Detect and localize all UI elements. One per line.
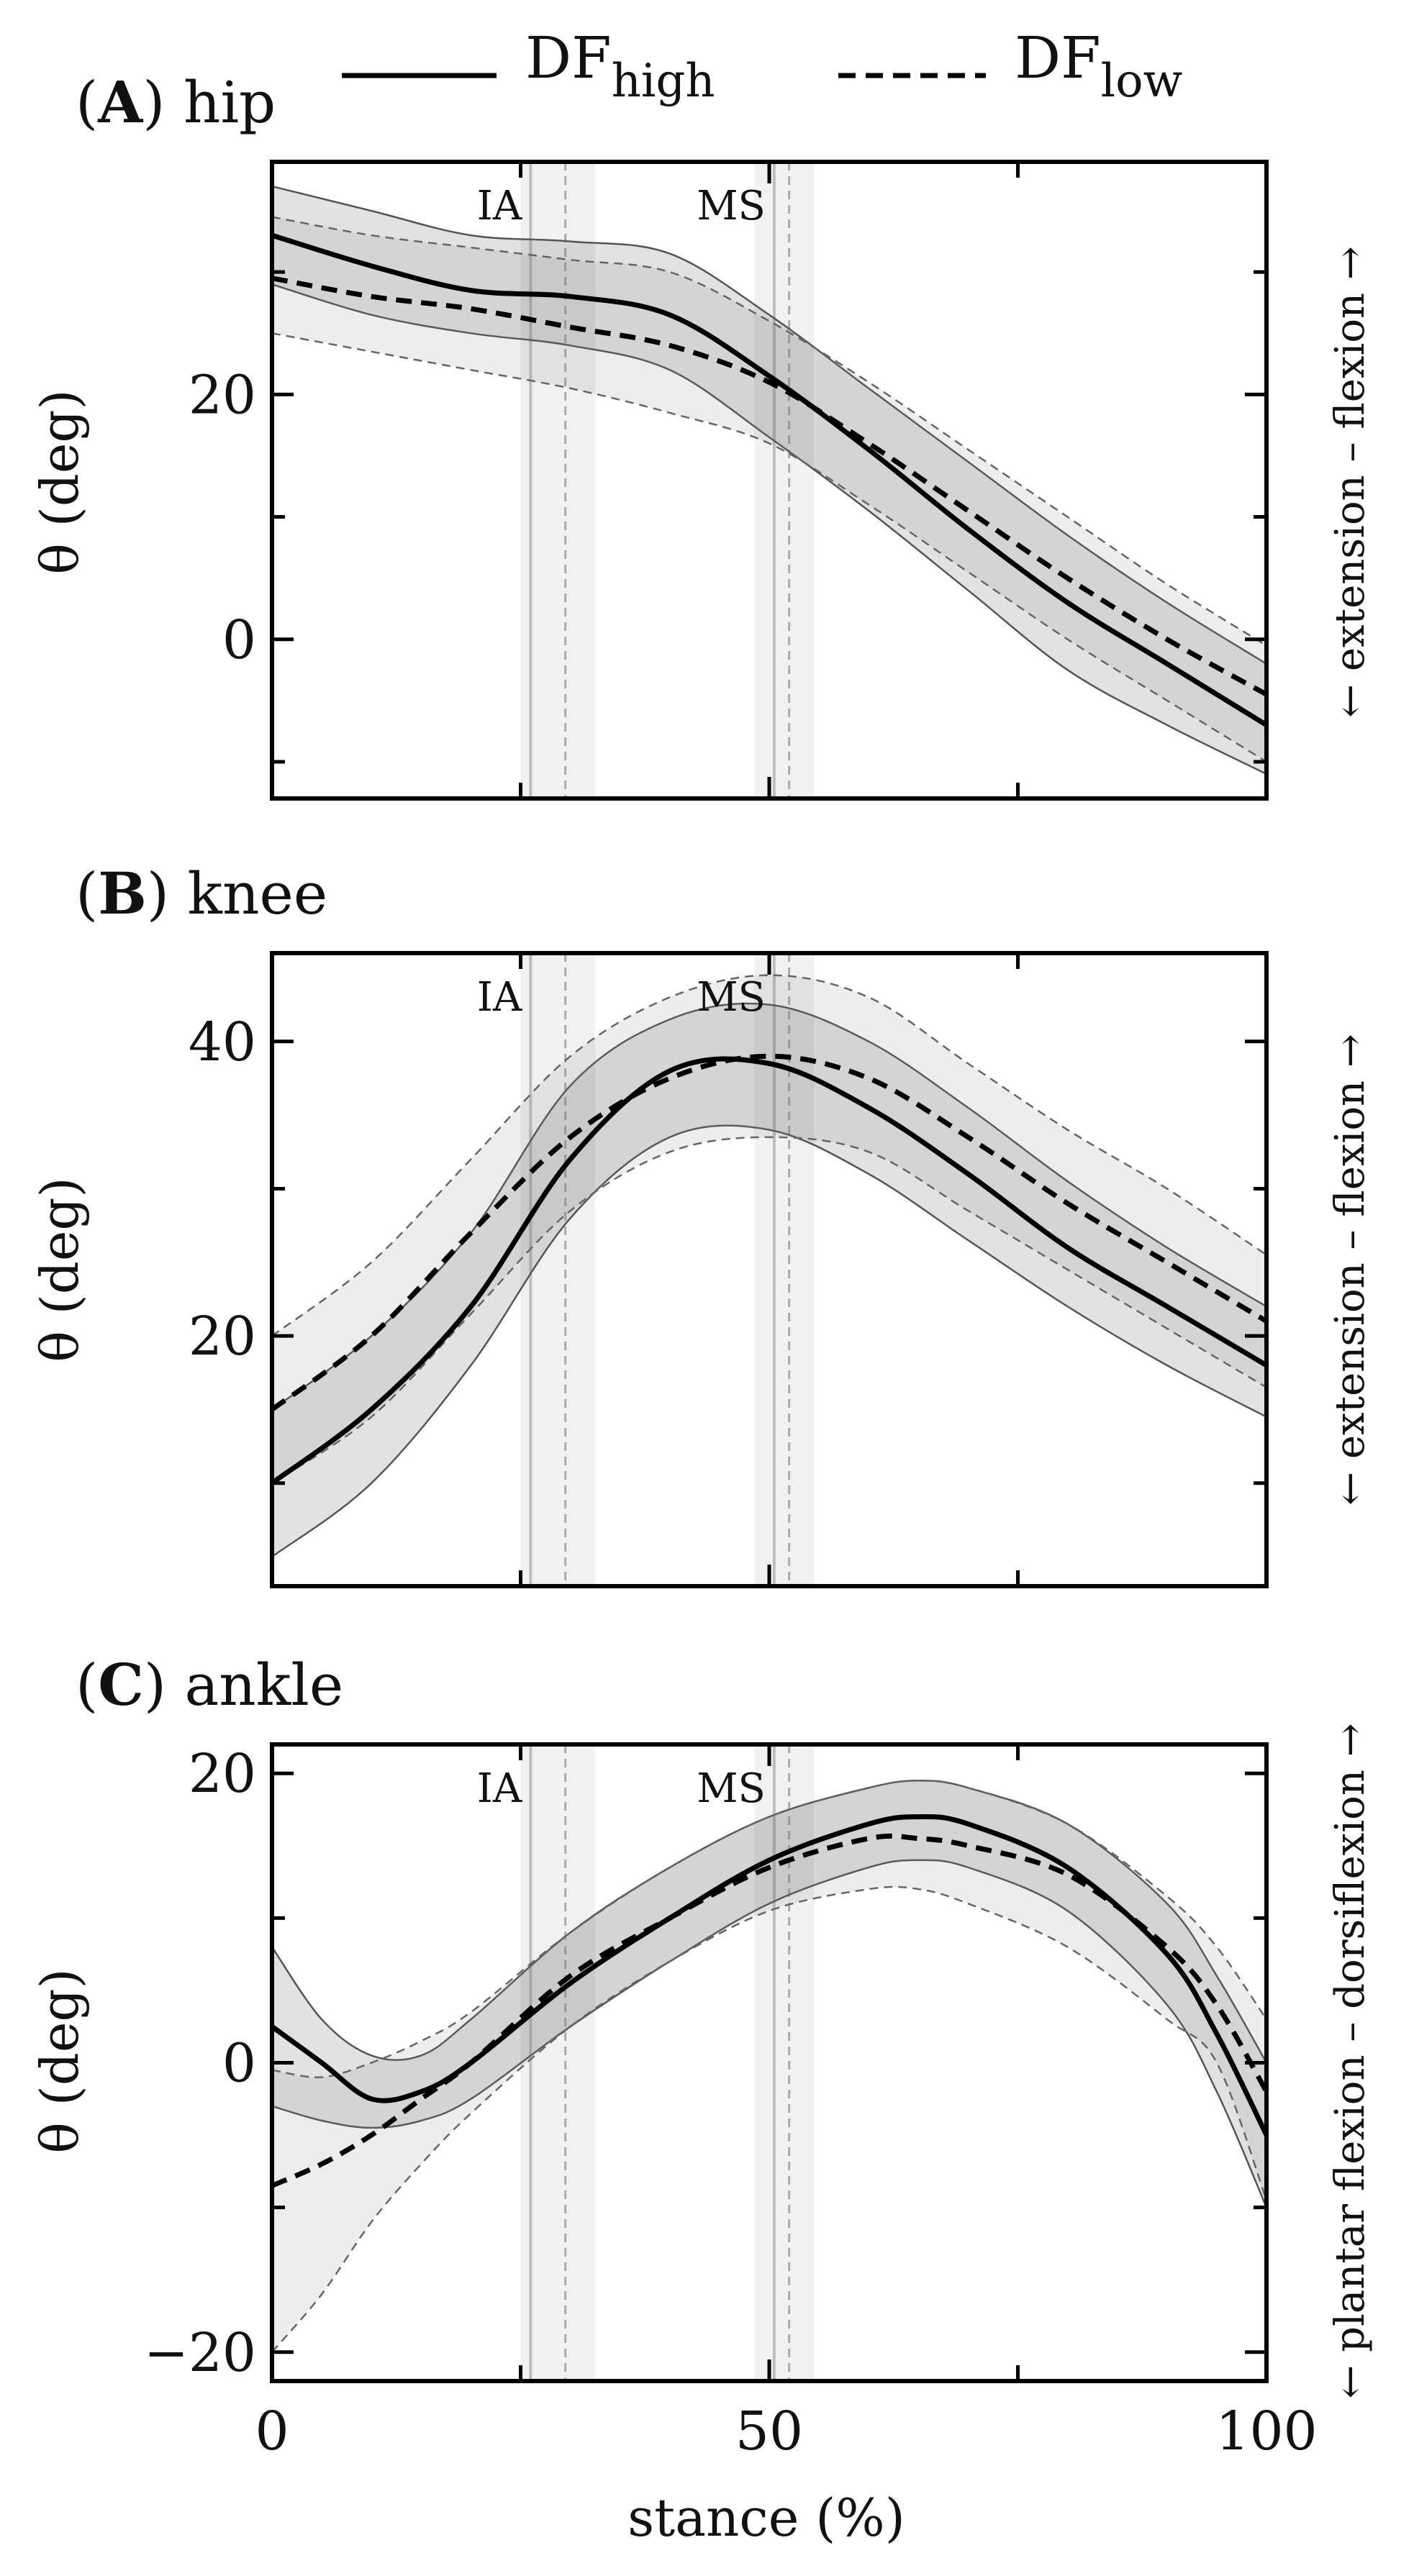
event-label-ms-ankle: MS bbox=[697, 1765, 766, 1812]
x-tick-label: 0 bbox=[255, 2400, 289, 2462]
side-label-ankle: ← plantar flexion – dorsiflexion → bbox=[1327, 1723, 1374, 2398]
sd-band-df-high-hip bbox=[272, 186, 1266, 774]
event-label-ia-ankle: IA bbox=[477, 1765, 522, 1812]
panel-title-hip: (A) hip bbox=[76, 68, 276, 136]
event-label-ia-knee: IA bbox=[477, 974, 522, 1021]
y-axis-title-ankle: θ (deg) bbox=[30, 1968, 90, 2153]
sd-band-df-high-knee bbox=[272, 1003, 1266, 1557]
y-tick-label-ankle: 20 bbox=[189, 1743, 256, 1805]
side-label-knee: ← extension – flexion → bbox=[1327, 1034, 1374, 1506]
y-tick-label-hip: 0 bbox=[222, 609, 256, 671]
legend: DFhigh DFlow bbox=[342, 24, 1182, 108]
y-axis-title-knee: θ (deg) bbox=[30, 1177, 90, 1362]
legend-label-df-high: DFhigh bbox=[525, 24, 715, 108]
plot-area-ankle: IA MS −20 0 20 bbox=[144, 1742, 1269, 2384]
y-tick-label-hip: 20 bbox=[189, 364, 256, 426]
sd-lower-df-low-ankle bbox=[272, 1885, 1266, 2353]
event-band-ms bbox=[754, 1744, 815, 2381]
panel-title-ankle: (C) ankle bbox=[76, 1651, 343, 1719]
sd-band-df-low-ankle bbox=[272, 1780, 1266, 2352]
y-tick-label-ankle: 0 bbox=[222, 2033, 256, 2095]
y-axis-title-hip: θ (deg) bbox=[30, 389, 90, 574]
mean-line-df-high-ankle bbox=[272, 1814, 1266, 2136]
legend-label-df-low: DFlow bbox=[1015, 24, 1182, 108]
mean-line-df-high-knee bbox=[272, 1056, 1266, 1485]
x-axis-title: stance (%) bbox=[627, 2488, 905, 2548]
sd-upper-df-low-hip bbox=[272, 216, 1266, 647]
panel-title-knee: (B) knee bbox=[76, 860, 327, 927]
event-band-ia bbox=[520, 162, 596, 798]
sd-upper-df-high-ankle bbox=[272, 1780, 1266, 2064]
mean-line-df-low-knee bbox=[272, 1053, 1266, 1412]
x-tick-label: 100 bbox=[1215, 2400, 1317, 2462]
event-band-ia bbox=[520, 1744, 596, 2381]
plot-area-knee: IA MS 20 40 bbox=[189, 951, 1269, 1588]
mean-line-df-high-hip bbox=[272, 232, 1266, 727]
side-label-hip: ← extension – flexion → bbox=[1327, 246, 1374, 718]
x-tick-label: 50 bbox=[735, 2400, 803, 2462]
event-label-ia-hip: IA bbox=[477, 183, 522, 229]
y-tick-label-knee: 20 bbox=[189, 1306, 256, 1367]
mean-line-df-low-hip bbox=[272, 276, 1266, 697]
sd-lower-df-low-hip bbox=[272, 332, 1266, 763]
plot-content-knee bbox=[272, 953, 1266, 1586]
panel-ankle: (C) ankle IA MS −20 0 20 θ (deg) ← plantar f… bbox=[30, 1651, 1374, 2399]
plot-area-hip: IA MS 0 20 bbox=[189, 160, 1269, 801]
event-band-ms bbox=[754, 162, 815, 798]
sd-lower-df-high-hip bbox=[272, 283, 1266, 775]
mean-line-df-low-ankle bbox=[272, 1833, 1266, 2188]
plot-content-hip bbox=[272, 162, 1266, 798]
sd-lower-df-high-knee bbox=[272, 1124, 1266, 1558]
x-axis: 0 50 100 bbox=[255, 2400, 1317, 2462]
plot-content-ankle bbox=[272, 1744, 1266, 2381]
sd-band-df-low-hip bbox=[272, 217, 1266, 762]
panel-knee: (B) knee IA MS 20 40 θ (deg) ← extension – … bbox=[30, 860, 1374, 1588]
sd-upper-df-high-hip bbox=[272, 185, 1266, 665]
sd-lower-df-low-knee bbox=[272, 1136, 1266, 1484]
sd-lower-df-high-ankle bbox=[272, 1859, 1266, 2208]
sd-band-df-low-knee bbox=[272, 975, 1266, 1483]
event-label-ms-knee: MS bbox=[697, 974, 766, 1021]
y-tick-label-knee: 40 bbox=[189, 1011, 256, 1073]
y-tick-label-ankle: −20 bbox=[144, 2322, 256, 2384]
sd-upper-df-low-ankle bbox=[272, 1780, 1266, 2079]
event-label-ms-hip: MS bbox=[697, 183, 766, 229]
panel-hip: (A) hip IA MS 0 20 θ (deg) ← extension – fl… bbox=[30, 68, 1374, 801]
legend-entry-df-high: DFhigh bbox=[342, 24, 715, 108]
legend-entry-df-low: DFlow bbox=[838, 24, 1182, 108]
sd-upper-df-low-knee bbox=[272, 974, 1266, 1337]
